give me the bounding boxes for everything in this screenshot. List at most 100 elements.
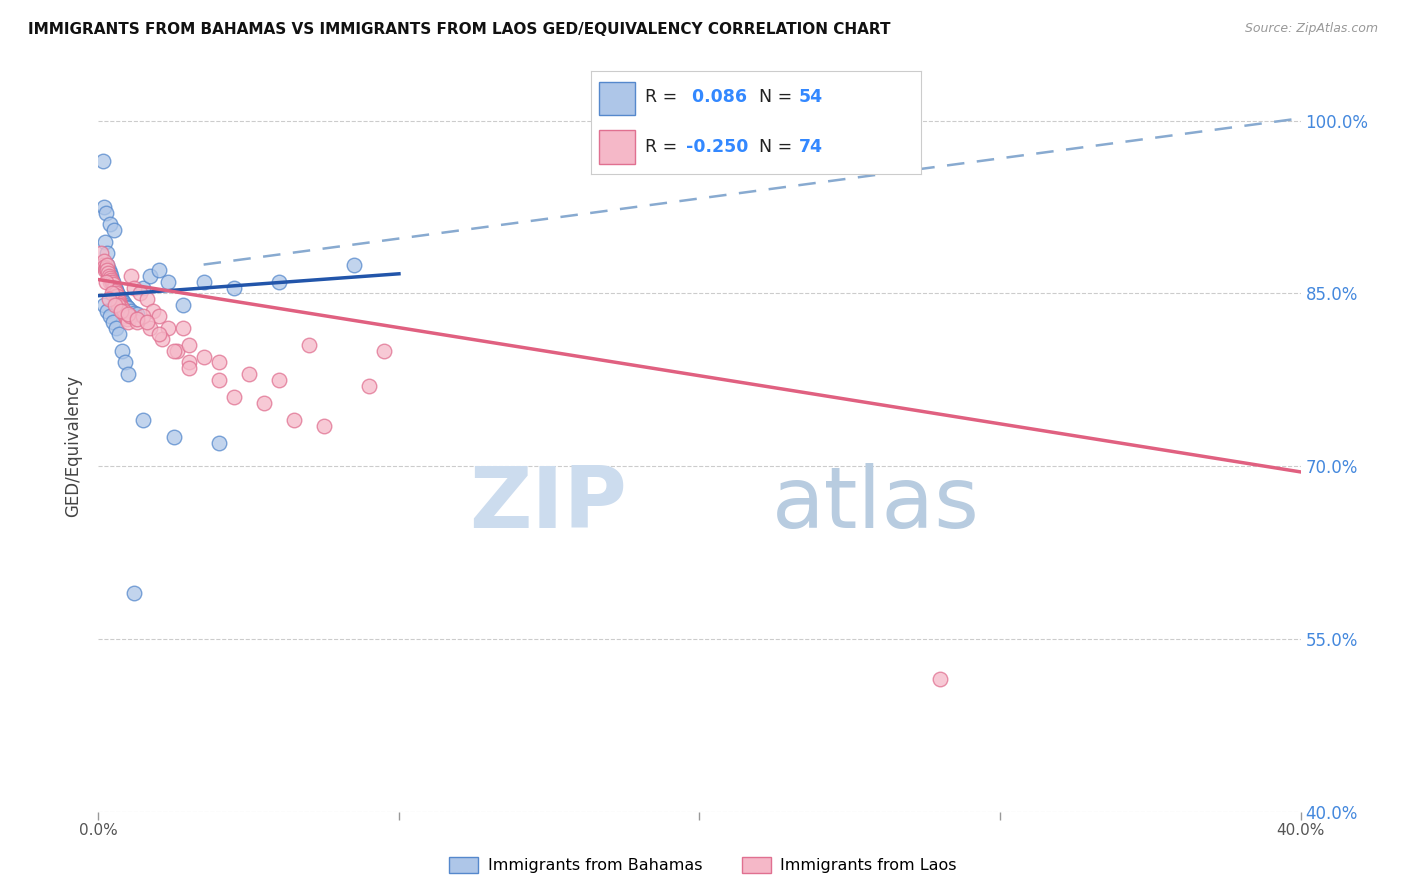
Point [267,275,290,289]
Point [124,280,146,294]
Point [101,275,124,289]
Bar [599,130,636,163]
Point [112,306,135,320]
Point [100,269,122,284]
Point [267,373,290,387]
Point [107,288,129,302]
Point [107,292,129,306]
Point [132,413,155,427]
Point [107,298,129,312]
Point [150,333,173,347]
Point [97,292,120,306]
Point [105,284,128,298]
Text: N =: N = [759,88,797,106]
Point [118,310,141,324]
Point [94,206,117,220]
Point [96,263,118,277]
Text: -0.250: -0.250 [686,138,749,156]
Point [94,263,117,277]
Point [101,275,124,289]
Point [222,280,245,294]
Point [121,303,143,318]
Point [104,284,127,298]
Point [104,280,127,294]
Point [105,321,128,335]
Point [238,367,260,381]
Point [110,300,132,314]
Point [156,321,179,335]
Point [172,321,194,335]
Point [127,311,149,326]
Point [112,295,135,310]
Point [357,378,380,392]
Point [929,672,952,686]
Point [93,298,115,312]
Bar [599,82,636,115]
Point [156,275,179,289]
Point [101,272,124,286]
Point [108,288,131,302]
Point [111,301,134,316]
Point [93,200,115,214]
Point [298,338,321,352]
Point [114,298,136,312]
Point [172,298,194,312]
Point [91,258,114,272]
Point [108,291,131,305]
Point [117,301,139,316]
Point [127,315,149,329]
Point [105,288,128,302]
Text: Source: ZipAtlas.com: Source: ZipAtlas.com [1244,22,1378,36]
Point [100,310,122,324]
Point [96,303,118,318]
Point [97,263,120,277]
Text: 0.086: 0.086 [686,88,748,106]
Legend: Immigrants from Bahamas, Immigrants from Laos: Immigrants from Bahamas, Immigrants from… [443,850,963,880]
Point [312,418,335,433]
Point [193,275,215,289]
Point [127,307,149,321]
Point [110,303,132,318]
Point [103,315,125,329]
Point [100,217,122,231]
Point [117,315,139,329]
Point [108,326,131,341]
Point [103,223,125,237]
Point [148,326,170,341]
Point [111,303,134,318]
Point [105,286,128,301]
Point [104,283,127,297]
Point [94,235,117,249]
Text: R =: R = [645,88,683,106]
Point [101,277,124,292]
Point [162,343,184,358]
Point [96,258,118,272]
Point [222,390,245,404]
Point [94,275,117,289]
Point [208,355,231,369]
Point [98,266,121,280]
Point [138,321,160,335]
Point [111,343,134,358]
Point [124,306,146,320]
Point [104,298,127,312]
Point [208,373,231,387]
Text: ZIP: ZIP [470,463,627,546]
Point [110,292,132,306]
Point [121,269,143,284]
Text: 0.0%: 0.0% [79,823,118,838]
Point [124,586,146,600]
Point [135,315,157,329]
Point [117,307,139,321]
Point [108,290,131,304]
Point [343,258,366,272]
Point [177,338,200,352]
Point [96,258,118,272]
Text: 54: 54 [799,88,823,106]
Point [177,361,200,376]
Point [138,269,160,284]
Point [103,280,125,294]
Point [141,303,163,318]
Point [93,260,115,274]
Point [373,343,395,358]
